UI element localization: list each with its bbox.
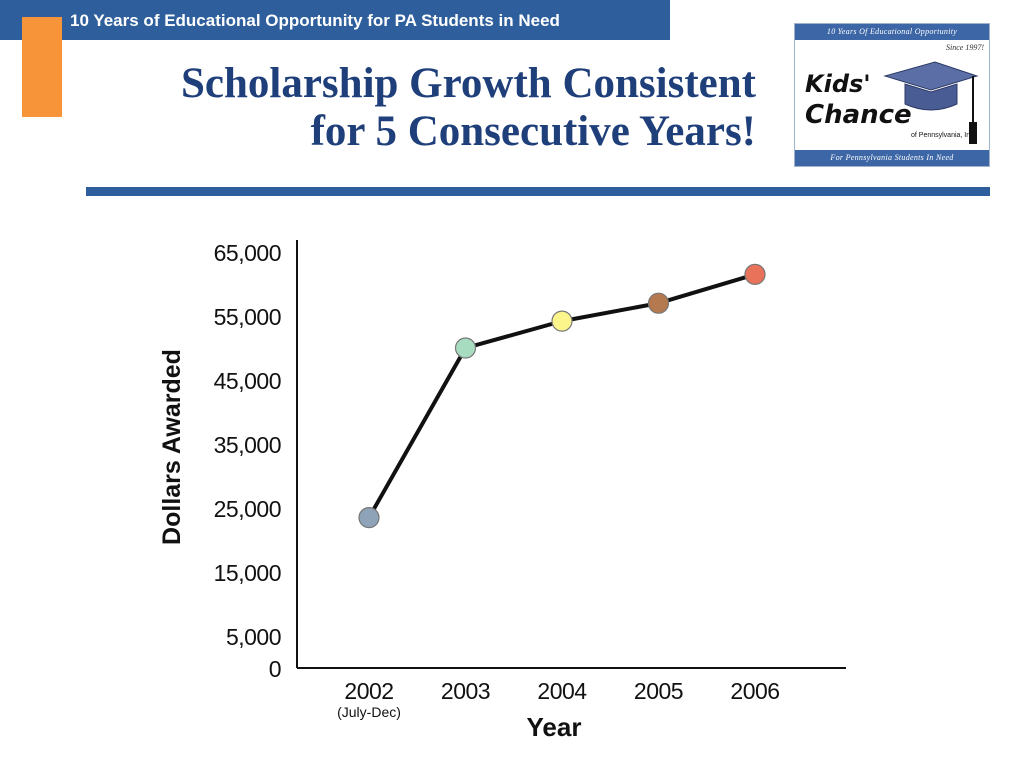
graduation-cap-icon	[883, 61, 979, 144]
title-divider	[86, 187, 990, 196]
data-point	[454, 337, 477, 359]
header-banner: 10 Years of Educational Opportunity for …	[0, 0, 670, 40]
data-point	[744, 263, 766, 285]
data-point	[647, 292, 670, 314]
y-tick-label: 25,000	[214, 496, 281, 522]
data-point	[551, 310, 573, 332]
x-axis-label: Year	[527, 712, 582, 742]
logo-top-text: 10 Years Of Educational Opportunity	[795, 24, 989, 40]
logo-bottom-text: For Pennsylvania Students In Need	[795, 150, 989, 166]
slide-title-line-1: Scholarship Growth Consistent	[180, 60, 756, 107]
logo-brand-line-2: Chance	[805, 100, 912, 130]
slide-title: Scholarship Growth Consistent for 5 Cons…	[56, 60, 756, 156]
y-tick-label: 15,000	[214, 560, 281, 586]
logo-brand-line-1: Kids'	[805, 70, 871, 98]
y-tick-label: 45,000	[214, 368, 281, 394]
y-tick-label: 35,000	[214, 432, 281, 458]
y-axis-label: Dollars Awarded	[158, 349, 186, 545]
kids-chance-logo: 10 Years Of Educational Opportunity Sinc…	[794, 23, 990, 167]
x-tick-label: 2006	[730, 678, 779, 704]
data-point	[358, 506, 380, 529]
y-tick-label: 65,000	[214, 240, 281, 266]
y-tick-label: 0	[269, 656, 281, 682]
logo-org-text: of Pennsylvania, Inc.	[911, 132, 976, 139]
x-tick-label: 2005	[634, 678, 683, 704]
header-banner-text: 10 Years of Educational Opportunity for …	[70, 11, 560, 30]
x-tick-label: 2003	[441, 678, 490, 704]
logo-since-text: Since 1997!	[946, 43, 984, 52]
x-tick-sublabel: (July-Dec)	[337, 704, 401, 720]
orange-accent-block	[22, 17, 62, 117]
slide-title-line-2: for 5 Consecutive Years!	[310, 108, 756, 155]
x-tick-label: 2002	[344, 678, 393, 704]
y-tick-label: 5,000	[226, 624, 281, 650]
y-tick-label: 55,000	[214, 304, 281, 330]
x-tick-label: 2004	[537, 678, 587, 704]
